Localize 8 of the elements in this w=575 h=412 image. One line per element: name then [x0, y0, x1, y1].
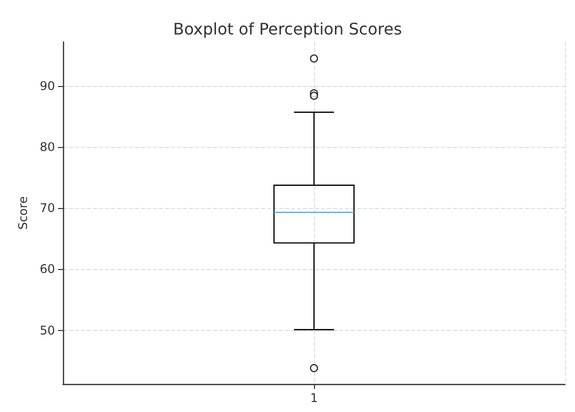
y-axis-title: Score: [16, 196, 30, 230]
y-tick-label: 70: [40, 201, 55, 216]
y-tick-label: 50: [40, 323, 55, 338]
y-tick-label: 60: [40, 262, 55, 276]
x-tick-label: 1: [310, 391, 318, 405]
y-tick-label: 90: [40, 78, 55, 93]
y-tick-label: 80: [40, 140, 55, 154]
chart-title: Boxplot of Perception Scores: [173, 20, 402, 38]
